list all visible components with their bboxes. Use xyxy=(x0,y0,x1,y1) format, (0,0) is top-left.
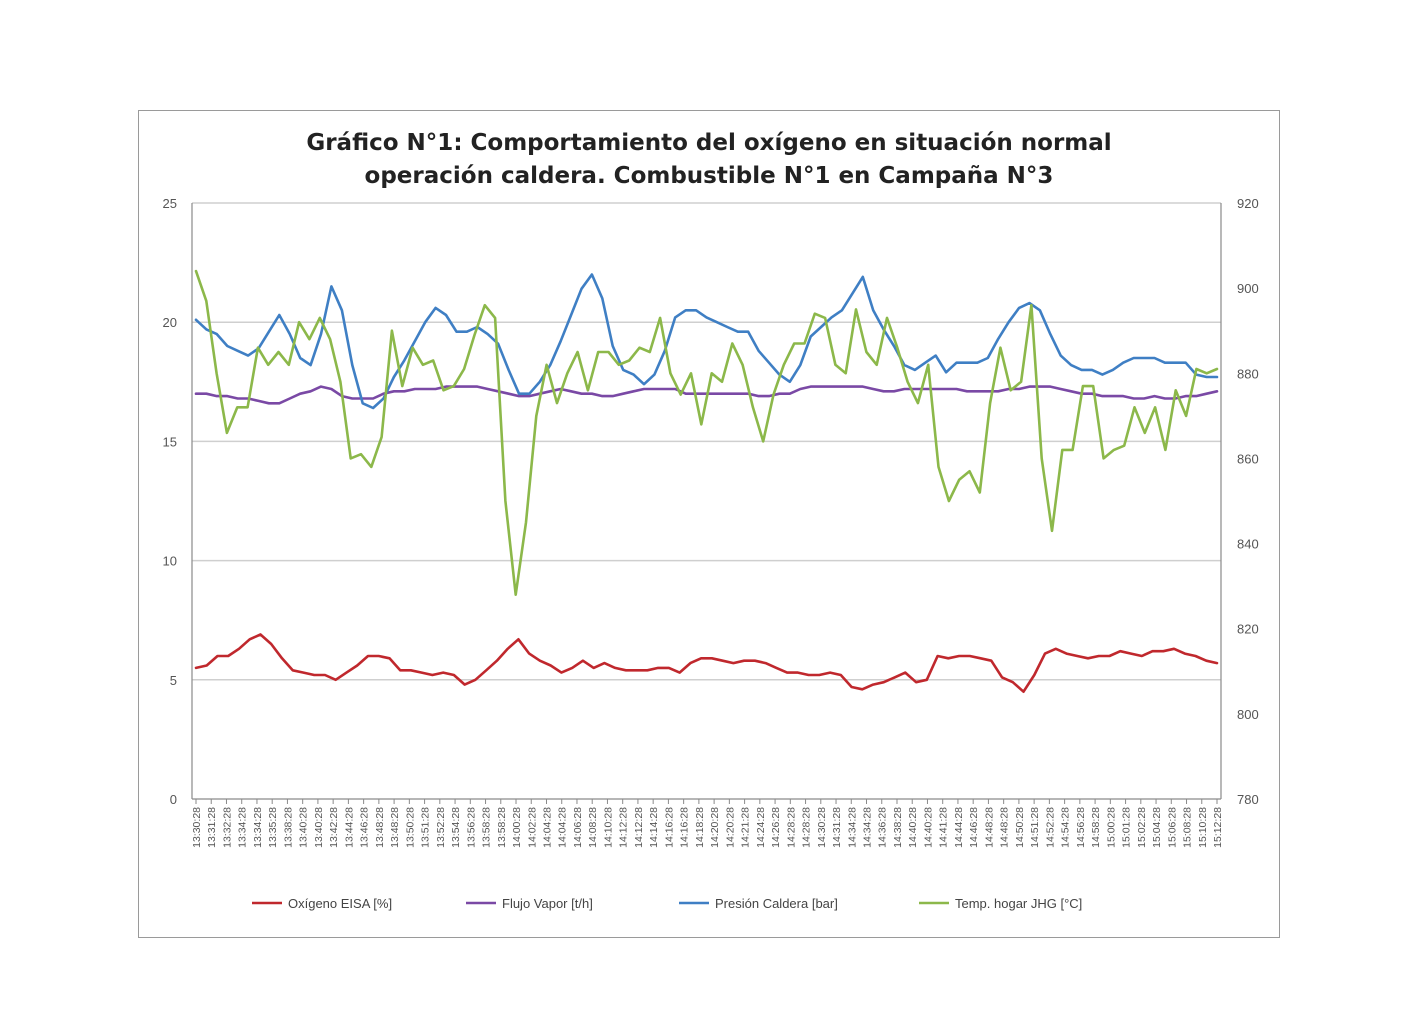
x-tick-label: 14:51:28 xyxy=(1029,807,1041,848)
x-tick-label: 13:58:28 xyxy=(496,807,508,848)
y-left-tick-label: 10 xyxy=(163,554,177,569)
x-tick-label: 14:46:28 xyxy=(968,807,980,848)
legend-label: Flujo Vapor [t/h] xyxy=(502,896,593,911)
y-right-tick-label: 880 xyxy=(1237,366,1259,381)
x-tick-label: 14:48:28 xyxy=(999,807,1011,848)
x-tick-label: 14:30:28 xyxy=(816,807,828,848)
y-right-tick-label: 920 xyxy=(1237,196,1259,211)
x-tick-label: 15:02:28 xyxy=(1136,807,1148,848)
x-tick-label: 14:52:28 xyxy=(1044,807,1056,848)
y-right-tick-label: 900 xyxy=(1237,281,1259,296)
y-right-tick-label: 800 xyxy=(1237,707,1259,722)
x-tick-label: 14:48:28 xyxy=(983,807,995,848)
x-tick-label: 14:28:28 xyxy=(801,807,813,848)
x-tick-label: 14:26:28 xyxy=(770,807,782,848)
x-tick-label: 15:12:28 xyxy=(1212,807,1224,848)
x-tick-label: 14:14:28 xyxy=(648,807,660,848)
chart-frame: Gráfico N°1: Comportamiento del oxígeno … xyxy=(138,110,1280,938)
x-tick-label: 13:52:28 xyxy=(435,807,447,848)
legend-item-1: Flujo Vapor [t/h] xyxy=(466,896,593,911)
series-line-3 xyxy=(194,269,1219,597)
x-tick-label: 14:12:28 xyxy=(618,807,630,848)
x-tick-label: 14:16:28 xyxy=(663,807,675,848)
y-right-tick-label: 820 xyxy=(1237,622,1259,637)
x-tick-label: 13:30:28 xyxy=(191,807,203,848)
x-tick-label: 15:04:28 xyxy=(1151,807,1163,848)
x-tick-label: 14:38:28 xyxy=(892,807,904,848)
chart-title-line-1: Gráfico N°1: Comportamiento del oxígeno … xyxy=(306,130,1112,156)
x-tick-label: 15:06:28 xyxy=(1166,807,1178,848)
x-tick-label: 15:01:28 xyxy=(1121,807,1133,848)
legend-item-3: Temp. hogar JHG [°C] xyxy=(919,896,1082,911)
legend-item-2: Presión Caldera [bar] xyxy=(679,896,838,911)
x-tick-label: 13:31:28 xyxy=(206,807,218,848)
x-tick-label: 13:51:28 xyxy=(420,807,432,848)
y-left-tick-label: 25 xyxy=(163,196,177,211)
x-tick-label: 13:48:28 xyxy=(374,807,386,848)
x-tick-label: 14:06:28 xyxy=(572,807,584,848)
x-tick-label: 14:40:28 xyxy=(922,807,934,848)
y-right-tick-label: 860 xyxy=(1237,451,1259,466)
chart-title-line-2: operación caldera. Combustible N°1 en Ca… xyxy=(364,163,1054,189)
y-right-tick-label: 780 xyxy=(1237,792,1259,807)
y-right-tick-label: 840 xyxy=(1237,537,1259,552)
x-tick-label: 13:50:28 xyxy=(404,807,416,848)
x-tick-label: 14:34:28 xyxy=(862,807,874,848)
x-tick-label: 15:10:28 xyxy=(1197,807,1209,848)
x-tick-label: 13:58:28 xyxy=(481,807,493,848)
x-tick-label: 13:42:28 xyxy=(328,807,340,848)
y-left-tick-label: 0 xyxy=(170,792,177,807)
x-tick-label: 14:34:28 xyxy=(846,807,858,848)
legend-label: Presión Caldera [bar] xyxy=(715,896,838,911)
x-tick-label: 14:08:28 xyxy=(587,807,599,848)
x-tick-label: 14:02:28 xyxy=(526,807,538,848)
y-left-tick-label: 15 xyxy=(163,434,177,449)
x-tick-label: 13:34:28 xyxy=(237,807,249,848)
x-tick-label: 15:08:28 xyxy=(1182,807,1194,848)
legend-label: Temp. hogar JHG [°C] xyxy=(955,896,1082,911)
series-line-2 xyxy=(194,273,1219,410)
x-tick-label: 14:20:28 xyxy=(709,807,721,848)
x-tick-label: 13:38:28 xyxy=(282,807,294,848)
x-tick-label: 14:56:28 xyxy=(1075,807,1087,848)
legend-item-0: Oxígeno EISA [%] xyxy=(252,896,392,911)
x-tick-label: 13:40:28 xyxy=(313,807,325,848)
x-tick-label: 14:21:28 xyxy=(740,807,752,848)
x-tick-label: 14:58:28 xyxy=(1090,807,1102,848)
series-line-0 xyxy=(194,633,1219,694)
x-tick-label: 14:12:28 xyxy=(633,807,645,848)
x-tick-label: 14:16:28 xyxy=(679,807,691,848)
x-tick-label: 13:46:28 xyxy=(359,807,371,848)
x-tick-label: 14:28:28 xyxy=(785,807,797,848)
y-left-tick-label: 5 xyxy=(170,673,177,688)
x-tick-label: 14:50:28 xyxy=(1014,807,1026,848)
x-tick-label: 14:18:28 xyxy=(694,807,706,848)
x-tick-label: 13:32:28 xyxy=(221,807,233,848)
x-tick-label: 14:10:28 xyxy=(602,807,614,848)
x-tick-label: 14:44:28 xyxy=(953,807,965,848)
chart-title: Gráfico N°1: Comportamiento del oxígeno … xyxy=(139,127,1279,193)
x-tick-label: 14:24:28 xyxy=(755,807,767,848)
x-tick-label: 14:04:28 xyxy=(557,807,569,848)
x-tick-label: 13:54:28 xyxy=(450,807,462,848)
x-tick-label: 13:48:28 xyxy=(389,807,401,848)
x-tick-label: 13:56:28 xyxy=(465,807,477,848)
x-tick-label: 14:40:28 xyxy=(907,807,919,848)
x-tick-label: 14:31:28 xyxy=(831,807,843,848)
x-tick-label: 14:20:28 xyxy=(724,807,736,848)
x-tick-label: 13:40:28 xyxy=(298,807,310,848)
x-tick-label: 13:34:28 xyxy=(252,807,264,848)
x-tick-label: 14:04:28 xyxy=(541,807,553,848)
x-tick-label: 13:35:28 xyxy=(267,807,279,848)
x-tick-label: 14:36:28 xyxy=(877,807,889,848)
y-left-tick-label: 20 xyxy=(163,315,177,330)
x-tick-label: 14:41:28 xyxy=(938,807,950,848)
x-tick-label: 15:00:28 xyxy=(1105,807,1117,848)
x-tick-label: 14:54:28 xyxy=(1060,807,1072,848)
x-tick-label: 14:00:28 xyxy=(511,807,523,848)
x-tick-label: 13:44:28 xyxy=(343,807,355,848)
legend-label: Oxígeno EISA [%] xyxy=(288,896,392,911)
